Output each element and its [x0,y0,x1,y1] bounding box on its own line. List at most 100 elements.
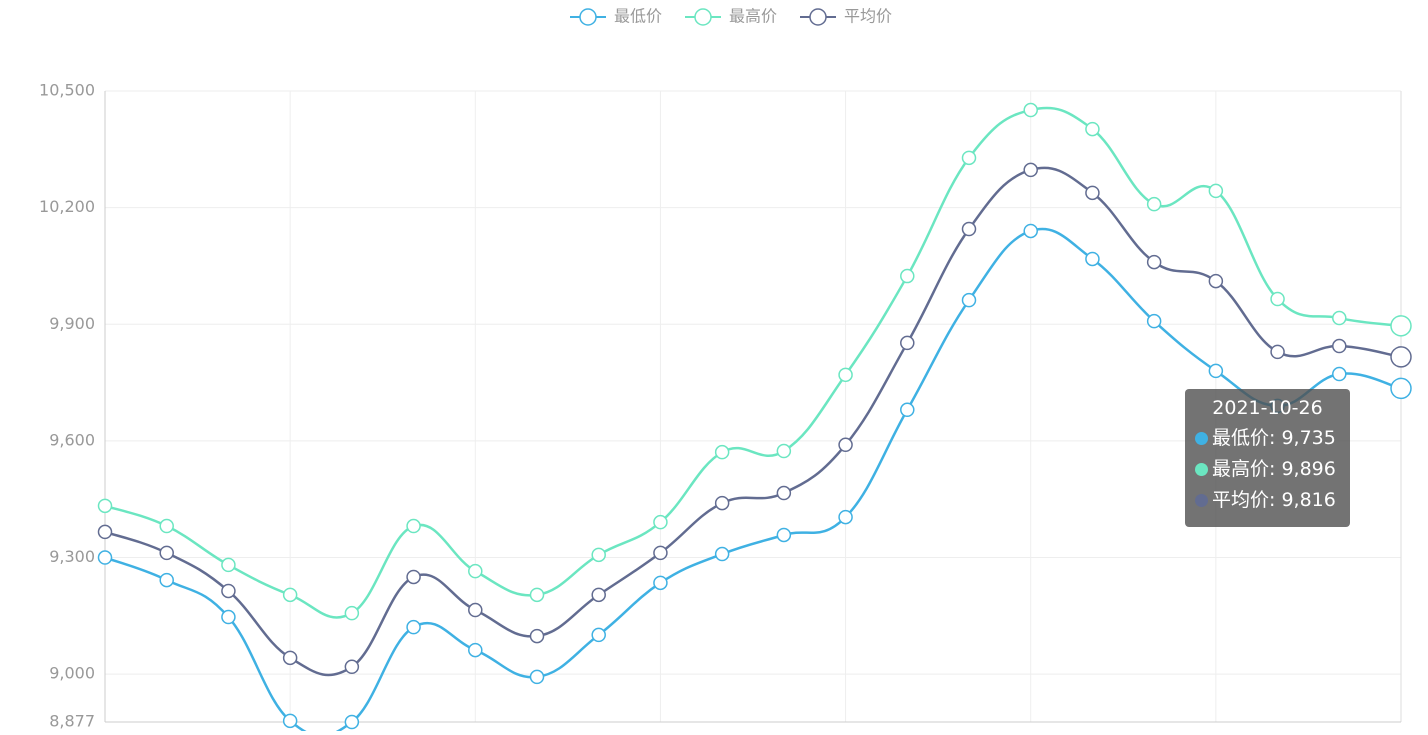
series-line [104,227,1402,735]
legend-symbol [694,8,712,26]
data-point [221,557,236,573]
legend-label: 平均价 [844,7,892,26]
data-point [591,627,606,643]
data-point [838,437,853,453]
data-point [591,587,606,603]
y-tick-label: 9,300 [49,547,95,566]
tooltip-value: 9,816 [1281,489,1336,511]
data-point [1332,338,1347,354]
data-point [529,628,545,644]
data-point [406,569,421,585]
data-point [1085,251,1100,267]
legend-item: 最高价 [685,7,777,26]
data-point [1085,121,1100,137]
data-point [1270,291,1285,307]
data-point [406,518,421,534]
data-point [97,498,113,514]
data-point [97,524,113,540]
tooltip-row: 平均价9,816 [1195,485,1340,516]
data-point [961,221,977,237]
data-point [282,650,298,666]
data-point [344,605,360,621]
data-point [1146,196,1162,212]
data-point [961,150,977,166]
data-point [529,587,545,603]
tooltip-title: 2021-10-26 [1212,397,1323,419]
legend-symbol [809,8,827,26]
tooltip-marker [1195,494,1208,507]
data-point [1332,366,1347,382]
tooltip: 2021-10-26 最低价9,735最高价9,896平均价9,816 [1185,389,1350,527]
y-tick-label: 8,877 [49,712,95,731]
data-point [159,545,174,561]
data-point [1390,315,1412,337]
tooltip-marker [1195,432,1208,445]
data-point [406,619,421,635]
data-point [529,669,545,685]
data-point [900,335,915,351]
data-point [282,587,298,603]
data-point [1023,102,1038,118]
data-point [344,659,360,675]
tooltip-marker [1195,463,1208,476]
data-point [714,546,730,562]
data-point [468,602,483,618]
data-point [221,583,236,599]
data-point [653,575,668,591]
data-point [714,495,730,511]
data-point [776,485,792,501]
tooltip-series: 平均价 [1212,489,1281,511]
data-point [1208,183,1224,199]
series-line [104,106,1402,619]
series-line [104,166,1402,677]
data-point [468,563,483,579]
data-point [1390,377,1412,400]
y-tick-label: 9,000 [49,664,95,683]
data-point [961,292,977,308]
data-point [714,444,730,460]
data-point [591,547,606,563]
tooltip-row: 最低价9,735 [1195,423,1340,454]
legend-label: 最高价 [729,7,777,26]
data-point [282,713,298,729]
data-point [1270,344,1285,360]
tooltip-value: 9,896 [1281,458,1336,480]
data-point [653,545,668,561]
data-point [221,609,236,625]
data-point [1146,313,1162,329]
data-point [1332,310,1347,326]
data-point [1208,273,1224,289]
data-point [653,514,668,530]
legend-item: 最低价 [570,7,662,26]
data-point [900,402,915,418]
tooltip-value: 9,735 [1281,427,1336,449]
tooltip-row: 最高价9,896 [1195,454,1340,485]
y-tick-label: 10,200 [39,197,95,216]
data-point [1023,162,1038,178]
data-point [838,367,853,383]
data-point [1208,363,1224,379]
data-point [1146,254,1162,270]
y-tick-label: 9,900 [49,314,95,333]
y-tick-label: 9,600 [49,430,95,449]
data-point [900,268,915,284]
data-point [1085,185,1100,201]
tooltip-series: 最高价 [1212,458,1281,480]
data-point [776,443,792,459]
data-point [159,572,174,588]
tooltip-series: 最低价 [1212,427,1281,449]
legend-symbol [579,8,597,26]
y-tick-label: 10,500 [39,81,95,100]
data-point [838,509,853,525]
data-point [159,518,174,534]
data-point [776,527,792,543]
legend-label: 最低价 [614,7,662,26]
data-point [468,642,483,658]
data-point [1023,223,1038,239]
legend-item: 平均价 [800,7,892,26]
data-point [1390,346,1412,368]
data-point [344,714,360,730]
data-point [97,550,113,565]
